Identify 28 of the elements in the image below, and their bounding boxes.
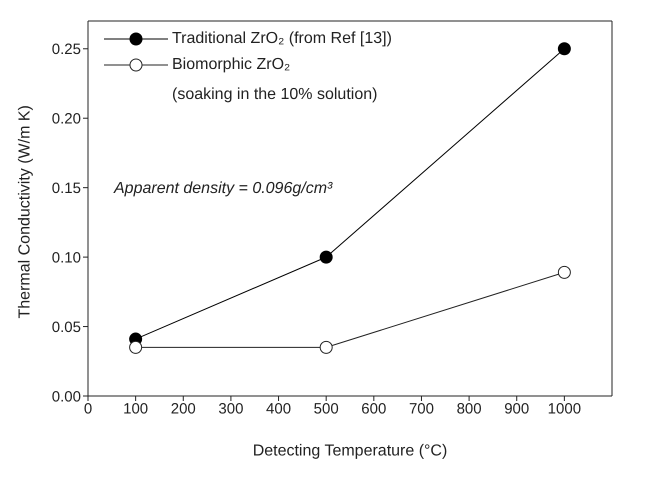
point bbox=[320, 340, 333, 354]
y-axis-title: Thermal Conductivity (W/m K) bbox=[16, 105, 34, 318]
point bbox=[558, 266, 571, 279]
x-tick-label: 200 bbox=[170, 400, 196, 418]
x-tick-label: 800 bbox=[456, 400, 482, 418]
x-tick-label: 600 bbox=[361, 400, 386, 418]
annotation: Apparent density = 0.096g/cm³ bbox=[114, 180, 332, 198]
point bbox=[558, 42, 571, 56]
x-tick-label: 300 bbox=[218, 400, 244, 418]
y-tick-label: 0.20 bbox=[52, 110, 81, 128]
legend-label: Biomorphic ZrO₂ bbox=[172, 56, 290, 74]
y-tick-label: 0.05 bbox=[52, 318, 81, 336]
point bbox=[320, 250, 333, 264]
y-tick-label: 0.25 bbox=[52, 41, 81, 58]
y-tick-label: 0.00 bbox=[52, 388, 81, 406]
x-axis-title: Detecting Temperature (°C) bbox=[252, 442, 448, 460]
legend-label: Traditional ZrO₂ (from Ref [13]) bbox=[172, 30, 392, 48]
x-tick-label: 100 bbox=[123, 400, 148, 418]
x-tick-label: 900 bbox=[504, 400, 530, 418]
annotation: (soaking in the 10% solution) bbox=[172, 86, 378, 104]
x-tick-label: 700 bbox=[408, 400, 434, 418]
x-tick-label: 1000 bbox=[548, 400, 582, 418]
x-tick-label: 400 bbox=[266, 400, 292, 418]
x-tick-label: 500 bbox=[314, 400, 339, 418]
y-tick-label: 0.10 bbox=[52, 249, 81, 266]
y-tick-label: 0.15 bbox=[52, 180, 81, 197]
x-tick-label: 0 bbox=[84, 400, 92, 418]
point bbox=[129, 340, 142, 354]
